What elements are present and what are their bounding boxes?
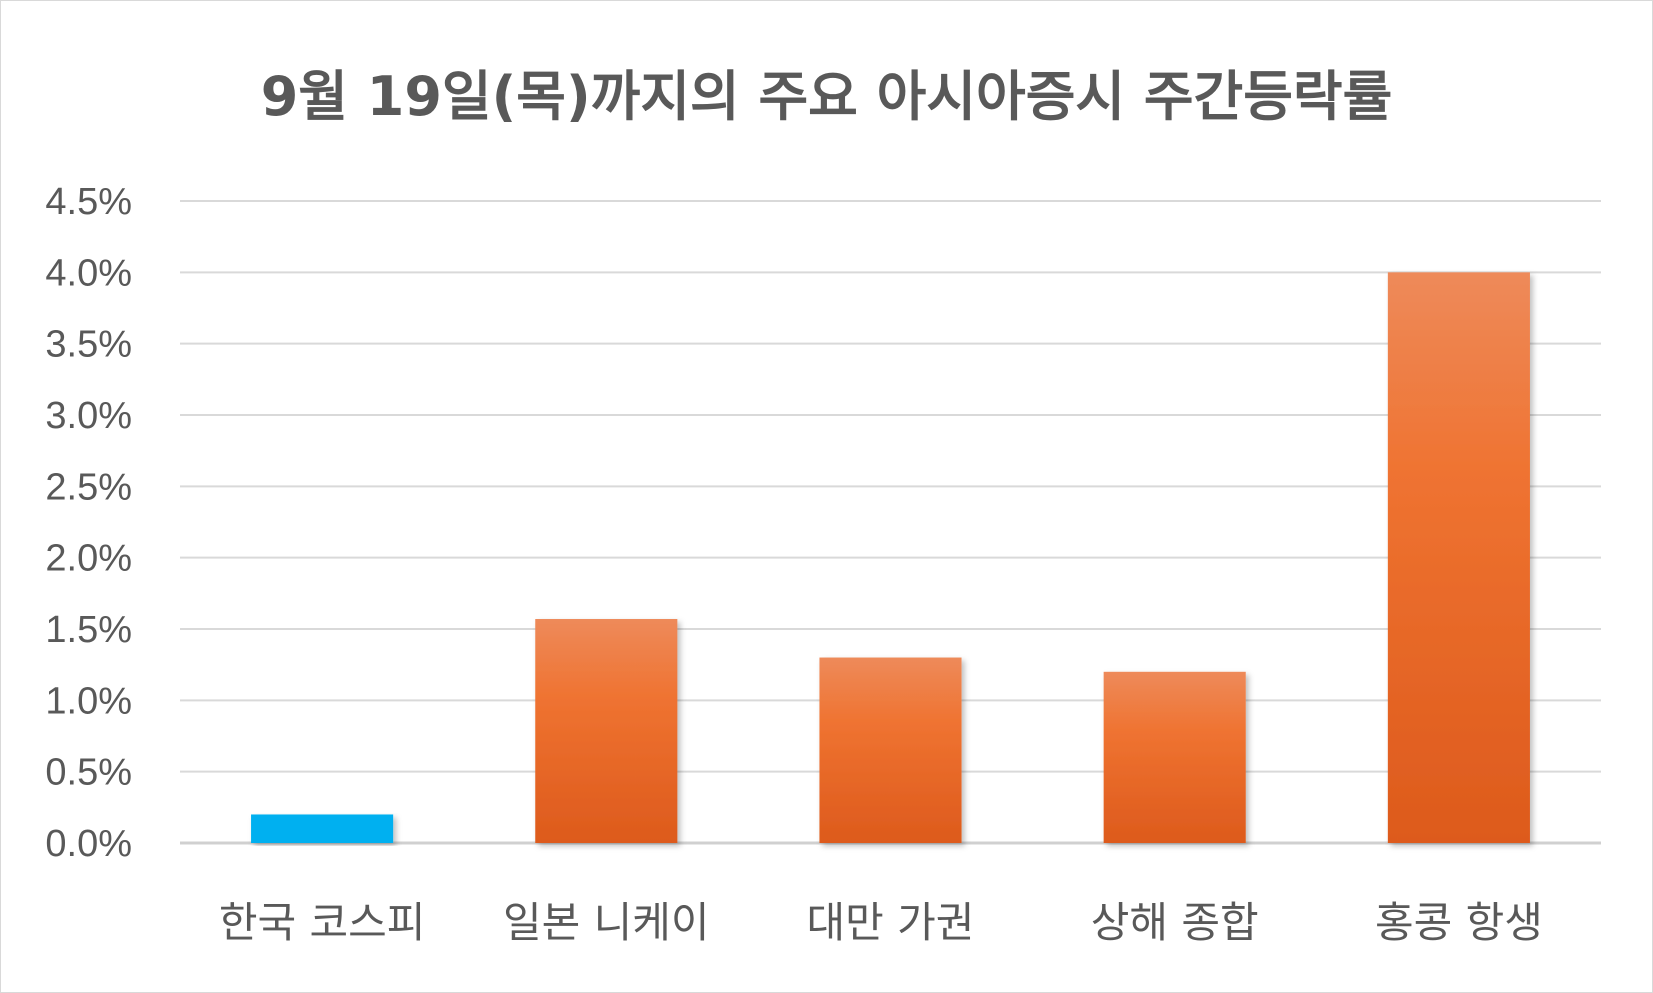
- y-tick-label: 0.5%: [45, 752, 132, 794]
- bar: [251, 814, 394, 843]
- y-tick-label: 4.5%: [45, 181, 132, 223]
- bar: [819, 657, 962, 843]
- x-tick-label: 대만 가권: [807, 898, 975, 947]
- x-axis-ticks: 한국 코스피 일본 니케이 대만 가권 상해 종합 홍콩 항생: [219, 898, 1543, 947]
- y-tick-label: 2.5%: [45, 466, 132, 508]
- y-tick-label: 1.0%: [45, 680, 132, 722]
- chart-title: 9월 19일(목)까지의 주요 아시아증시 주간등락률: [260, 65, 1393, 128]
- y-tick-label: 4.0%: [45, 252, 132, 294]
- y-tick-label: 1.5%: [45, 609, 132, 651]
- y-tick-label: 3.5%: [45, 324, 132, 366]
- bar: [535, 619, 678, 843]
- bars: [251, 272, 1530, 843]
- x-tick-label: 일본 니케이: [503, 898, 710, 947]
- y-tick-label: 2.0%: [45, 538, 132, 580]
- y-tick-label: 0.0%: [45, 823, 132, 865]
- x-tick-label: 한국 코스피: [219, 898, 426, 947]
- y-axis-ticks: 0.0% 0.5% 1.0% 1.5% 2.0% 2.5% 3.0% 3.5% 4.0% 4.5%: [45, 181, 132, 865]
- bar: [1387, 272, 1530, 843]
- bar: [1103, 671, 1246, 843]
- x-tick-label: 홍콩 항생: [1375, 898, 1543, 947]
- x-tick-label: 상해 종합: [1091, 898, 1259, 947]
- y-tick-label: 3.0%: [45, 395, 132, 437]
